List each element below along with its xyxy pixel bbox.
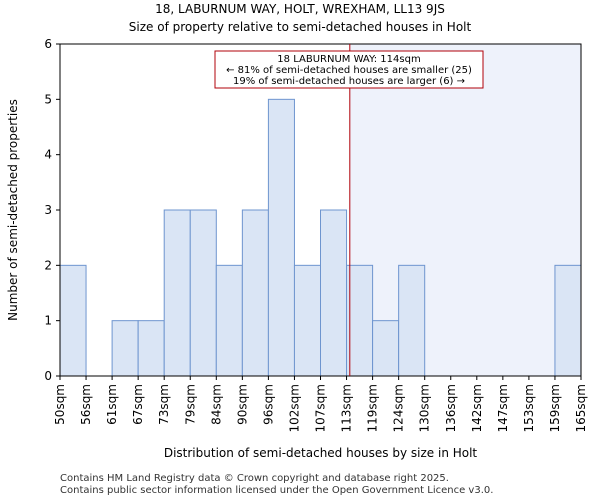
y-tick-label: 5: [44, 92, 52, 106]
y-axis-label: Number of semi-detached properties: [6, 99, 20, 321]
x-tick-label: 90sqm: [235, 384, 249, 425]
bar-107sqm: [320, 209, 348, 377]
chart-subtitle: Size of property relative to semi-detach…: [128, 20, 472, 34]
x-axis-label: Distribution of semi-detached houses by …: [164, 446, 478, 460]
x-tick-label: 96sqm: [261, 384, 275, 425]
annotation-line-3: 19% of semi-detached houses are larger (…: [233, 76, 465, 87]
y-tick-label: 4: [44, 148, 52, 162]
x-tick-label: 165sqm: [574, 384, 588, 432]
bar-90sqm: [241, 209, 269, 377]
plot-frame: [59, 43, 582, 377]
y-tick-label: 1: [44, 314, 52, 328]
y-tick-label: 2: [44, 258, 52, 272]
x-tick-label: 159sqm: [548, 384, 562, 432]
y-tick-label: 3: [44, 203, 52, 217]
y-tick-label: 6: [44, 37, 52, 51]
bars-group: [59, 98, 582, 377]
bar-67sqm: [137, 320, 165, 377]
x-tick-label: 124sqm: [392, 384, 406, 432]
bar-96sqm: [267, 98, 295, 377]
bar-79sqm: [189, 209, 217, 377]
annotation-box: [214, 50, 484, 89]
x-tick-label: 153sqm: [522, 384, 536, 432]
bar-50sqm: [59, 264, 87, 377]
x-tick-label: 56sqm: [79, 384, 93, 425]
footer-copyright: Contains HM Land Registry data © Crown c…: [60, 473, 449, 484]
x-tick-label: 113sqm: [340, 384, 354, 432]
bar-73sqm: [163, 209, 191, 377]
x-tick-label: 73sqm: [157, 384, 171, 425]
bar-84sqm: [215, 264, 243, 377]
x-tick-label: 102sqm: [287, 384, 301, 432]
annotation-line-2: ← 81% of semi-detached houses are smalle…: [226, 65, 472, 76]
y-axis-ticks: 0 1 2 3 4 5 6: [44, 37, 60, 383]
x-tick-label: 61sqm: [105, 384, 119, 425]
x-tick-label: 67sqm: [131, 384, 145, 425]
bar-159sqm: [554, 264, 582, 377]
x-tick-label: 107sqm: [314, 384, 328, 432]
y-tick-label: 0: [44, 369, 52, 383]
bar-124sqm: [398, 264, 426, 377]
x-tick-label: 136sqm: [444, 384, 458, 432]
bar-61sqm: [111, 320, 139, 377]
x-tick-label: 147sqm: [496, 384, 510, 432]
chart-title: 18, LABURNUM WAY, HOLT, WREXHAM, LL13 9J…: [155, 2, 445, 16]
x-axis-ticks: 50sqm 56sqm 61sqm 67sqm 73sqm 79sqm 84sqm 90sqm…: [53, 376, 588, 432]
bar-102sqm: [293, 264, 322, 377]
x-tick-label: 130sqm: [418, 384, 432, 432]
x-tick-label: 142sqm: [470, 384, 484, 432]
x-tick-label: 50sqm: [53, 384, 67, 425]
x-tick-label: 119sqm: [366, 384, 380, 432]
x-tick-label: 79sqm: [183, 384, 197, 425]
annotation-line-1: 18 LABURNUM WAY: 114sqm: [277, 54, 420, 65]
footer-licence: Contains public sector information licen…: [60, 485, 494, 496]
bar-113sqm: [346, 264, 374, 377]
x-tick-label: 84sqm: [209, 384, 223, 425]
bar-119sqm: [372, 320, 400, 377]
